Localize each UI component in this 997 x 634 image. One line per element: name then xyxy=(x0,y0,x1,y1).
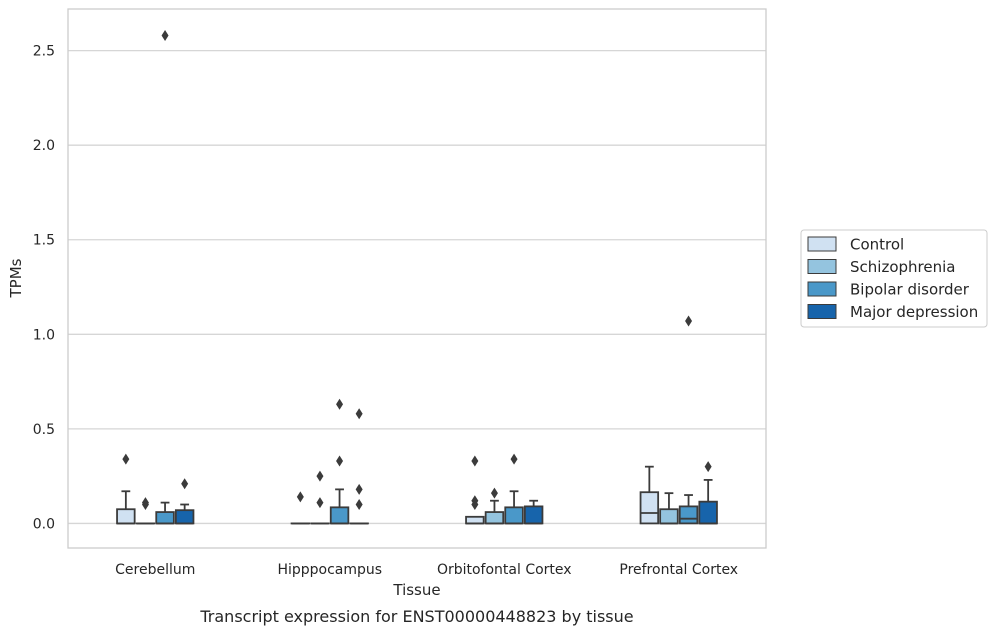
box-3-0 xyxy=(639,465,660,525)
legend-swatch xyxy=(807,281,837,297)
box-0-0 xyxy=(116,453,136,525)
box-1-2 xyxy=(329,398,350,525)
x-tick-label: Prefrontal Cortex xyxy=(619,562,738,578)
box-2-0 xyxy=(465,455,485,525)
y-axis-label: TPMs xyxy=(7,258,25,298)
y-tick-label: 0.5 xyxy=(33,422,55,438)
box-3-1 xyxy=(659,492,679,525)
box-1-0 xyxy=(290,491,311,525)
box-body xyxy=(698,500,718,525)
outlier-point xyxy=(296,491,304,503)
outlier-point xyxy=(471,455,479,467)
box-body xyxy=(329,506,350,525)
outlier-point xyxy=(490,487,498,499)
outlier-point xyxy=(336,398,344,410)
box-body xyxy=(504,506,524,525)
outlier-point xyxy=(704,461,712,473)
boxes xyxy=(116,29,718,525)
box-body xyxy=(678,505,699,525)
x-tick-labels: Cerebellum Hipppocampus Orbitofontal Corte… xyxy=(115,562,738,578)
box-body xyxy=(155,511,175,525)
box-body xyxy=(639,491,660,525)
box-1-3 xyxy=(349,408,369,525)
gridlines xyxy=(68,49,766,525)
y-tick-label: 2.5 xyxy=(33,44,55,60)
outlier-point xyxy=(336,455,344,467)
legend-swatch xyxy=(807,236,837,252)
box-body xyxy=(116,508,136,525)
y-tick-label: 1.5 xyxy=(33,233,55,249)
y-tick-label: 1.0 xyxy=(33,327,55,343)
x-tick-label: Hipppocampus xyxy=(277,562,382,578)
legend: Control Schizophrenia Bipolar disorder Majo… xyxy=(800,229,988,328)
box-2-1 xyxy=(484,487,505,525)
box-body xyxy=(484,511,505,525)
legend-label: Control xyxy=(850,236,904,254)
outlier-point xyxy=(161,29,169,41)
box-3-3 xyxy=(698,461,718,525)
box-body xyxy=(523,505,544,525)
x-axis-label: Tissue xyxy=(392,581,440,599)
chart-caption: Transcript expression for ENST0000044882… xyxy=(199,607,633,626)
box-2-2 xyxy=(504,453,524,525)
box-0-2 xyxy=(155,29,175,525)
legend-frame xyxy=(800,229,988,328)
legend-label: Bipolar disorder xyxy=(850,281,970,299)
box-0-3 xyxy=(174,478,195,525)
outlier-point xyxy=(355,499,363,511)
outlier-point xyxy=(355,483,363,495)
legend-swatch xyxy=(807,259,837,274)
y-tick-labels: 0.0 0.5 1.0 1.5 2.0 2.5 xyxy=(33,44,55,533)
y-tick-label: 0.0 xyxy=(33,516,55,532)
legend-swatch xyxy=(807,304,837,319)
plot-area-frame xyxy=(67,8,767,549)
outlier-point xyxy=(685,315,693,327)
x-tick-label: Cerebellum xyxy=(115,562,195,578)
box-body xyxy=(465,515,485,525)
outlier-point xyxy=(355,408,363,420)
outlier-point xyxy=(471,495,479,507)
outlier-point xyxy=(181,478,189,490)
x-tick-label: Orbitofontal Cortex xyxy=(437,562,572,578)
outlier-point xyxy=(316,497,324,509)
box-body xyxy=(174,509,195,525)
box-2-3 xyxy=(523,499,544,525)
outlier-point xyxy=(122,453,130,465)
box-1-1 xyxy=(310,470,330,525)
legend-label: Schizophrenia xyxy=(850,258,955,276)
legend-label: Major depression xyxy=(850,303,978,321)
outlier-point xyxy=(510,453,518,465)
box-3-2 xyxy=(678,315,699,525)
box-0-1 xyxy=(135,497,156,525)
outlier-point xyxy=(141,497,149,509)
y-tick-label: 2.0 xyxy=(33,138,55,154)
outlier-point xyxy=(316,470,324,482)
box-body xyxy=(659,508,679,525)
